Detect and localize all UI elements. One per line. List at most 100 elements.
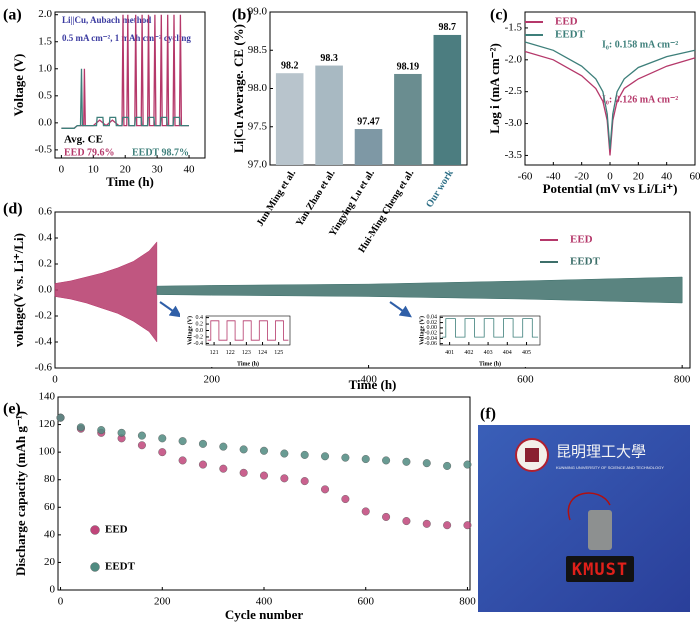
y-tick-label: 98.5 — [248, 44, 268, 56]
x-axis-label: Potential (mV vs Li/Li⁺) — [543, 181, 678, 196]
point — [422, 459, 431, 468]
point — [117, 428, 126, 437]
x-axis-label: Time (h) — [349, 377, 397, 392]
value-label: 98.3 — [320, 53, 338, 64]
x-tick-label: 400 — [256, 595, 273, 607]
y-axis-label: Log i (mA cm⁻²) — [487, 43, 502, 134]
x-tick-label: 200 — [154, 595, 171, 607]
point — [158, 448, 167, 457]
series-area — [156, 276, 683, 304]
x-tick-label: Jun Ming et al. — [255, 168, 299, 229]
bar — [433, 34, 462, 166]
chart: -0.06-0.04-0.020.000.020.04 401 402 403 404 4… — [414, 308, 546, 367]
y-tick-label: 1.0 — [38, 62, 52, 74]
y-tick-label: 120 — [39, 418, 56, 430]
point — [97, 426, 106, 435]
y-axis-label: voltage(V vs. Li⁺/Li) — [11, 233, 26, 347]
inset-background — [180, 308, 296, 367]
point — [260, 446, 269, 455]
point — [239, 468, 248, 477]
x-tick-label: 20 — [120, 163, 132, 175]
series-line — [524, 41, 696, 150]
university-name-en: KUNMING UNIVERSITY OF SCIENCE AND TECHNO… — [556, 465, 664, 470]
point — [178, 456, 187, 465]
legend-label: EED — [570, 234, 593, 246]
y-tick-label: -0.2 — [35, 310, 52, 322]
series-area — [54, 241, 158, 343]
y-tick-label: 0 — [50, 584, 56, 596]
y-tick-label: 0.0 — [196, 328, 204, 334]
legend-label: EED — [555, 16, 578, 28]
y-tick-label: 80 — [44, 473, 56, 485]
x-tick-label: 60 — [690, 170, 700, 182]
point — [382, 512, 391, 521]
annotation: I₀: 0.126 mA cm⁻² — [602, 94, 678, 105]
chart: 97.0 97.5 98.0 98.5 99.0(b)Li|Cu Average. CE… — [231, 6, 468, 255]
bar — [275, 73, 304, 165]
y-tick-label: -0.4 — [194, 341, 204, 347]
point — [198, 460, 207, 469]
y-tick-label: 0.5 — [38, 89, 52, 101]
panel-label: (b) — [232, 7, 252, 24]
led-text: KMUST — [572, 560, 628, 580]
x-tick-label: -60 — [518, 170, 533, 182]
point — [321, 485, 330, 494]
point — [56, 413, 65, 422]
x-tick-label: 401 — [445, 350, 454, 356]
x-tick-label: 800 — [459, 595, 476, 607]
x-tick-label: 0 — [58, 595, 64, 607]
value-label: 98.2 — [281, 60, 299, 71]
legend-label: EEDT — [555, 29, 586, 41]
point — [300, 450, 309, 459]
x-tick-label: 122 — [226, 350, 235, 356]
x-tick-label: 404 — [503, 350, 512, 356]
point — [260, 471, 269, 480]
y-tick-label: 97.0 — [248, 159, 268, 171]
y-tick-label: 0.0 — [38, 284, 52, 296]
point — [402, 517, 411, 526]
point — [361, 455, 370, 464]
x-tick-label: 403 — [484, 350, 493, 356]
x-tick-label: -40 — [546, 170, 561, 182]
y-tick-label: 20 — [44, 556, 56, 568]
arrow — [159, 301, 182, 318]
chart-subtitle: 0.5 mA cm⁻², 1 mAh cm⁻² cycling — [62, 33, 191, 43]
plot-frame — [439, 315, 541, 346]
chart: 0 20 40 60 80 100 120 140 0 200 400 600 800 (e) Cycle … — [3, 391, 476, 622]
y-tick-label: 0.04 — [427, 315, 438, 321]
x-tick-label: 125 — [274, 350, 283, 356]
panel-label: (f) — [480, 406, 496, 423]
annotation: Avg. CE — [64, 134, 103, 146]
value-label: 98.7 — [439, 22, 457, 33]
y-tick-label: -2.5 — [505, 85, 523, 97]
chart: -3.5 -3.0 -2.5 -2.0 -1.5 -60 -40 -20 0 20 40 60 (c) P… — [487, 7, 700, 196]
point — [137, 441, 146, 450]
x-tick-label: 600 — [357, 595, 374, 607]
y-tick-label: -0.06 — [425, 341, 438, 347]
panel-label: (c) — [490, 7, 508, 24]
x-axis-label: Cycle number — [225, 607, 304, 622]
annotation: EED 79.6% — [64, 147, 115, 158]
legend-swatch — [90, 562, 100, 572]
point — [219, 464, 228, 473]
series-line — [61, 68, 189, 129]
university-name: 昆明理工大學 — [556, 443, 646, 461]
series-line — [207, 320, 289, 341]
led-badge — [566, 556, 634, 582]
legend-label: EEDT — [570, 256, 601, 268]
point — [422, 519, 431, 528]
point — [280, 449, 289, 458]
value-label: 97.47 — [357, 116, 380, 127]
panel-label: (d) — [3, 201, 23, 218]
x-tick-label: 10 — [88, 163, 100, 175]
x-tick-label: 0 — [59, 163, 65, 175]
series-line — [524, 50, 696, 156]
point — [463, 460, 472, 469]
photo: 昆明理工大學 KUNMING UNIVERSITY OF SCIENCE AND… — [478, 425, 690, 612]
y-tick-label: -3.5 — [505, 149, 523, 161]
y-axis-label: Li|Cu Average. CE (%) — [231, 24, 246, 153]
y-tick-label: -0.02 — [425, 331, 438, 337]
y-tick-label: 97.5 — [248, 120, 268, 132]
point — [158, 434, 167, 443]
y-tick-label: 1.5 — [38, 35, 52, 47]
